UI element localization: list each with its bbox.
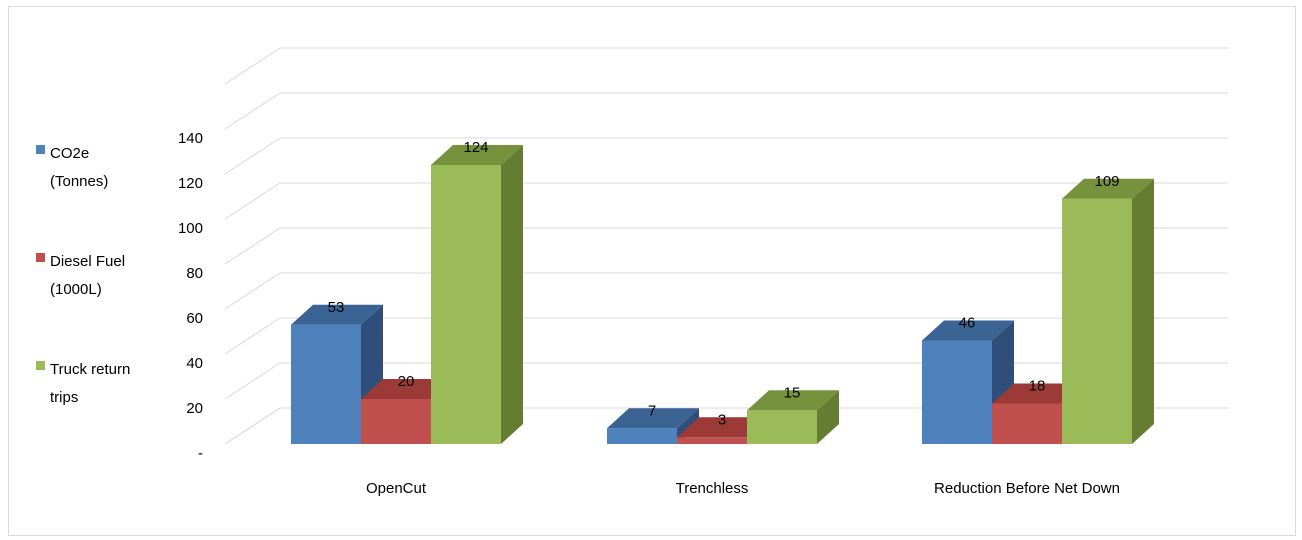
y-tick-label: - xyxy=(198,445,203,462)
bar-side-truck xyxy=(1132,178,1154,444)
gridline-side xyxy=(224,182,281,220)
data-label-co2e: 53 xyxy=(328,299,345,316)
legend-label-truck: Truck return trips xyxy=(50,361,131,406)
bar-top-diesel xyxy=(992,383,1084,404)
data-label-diesel: 3 xyxy=(718,411,726,428)
gridline-side xyxy=(224,227,281,265)
y-tick-label: 140 xyxy=(178,130,203,147)
bar-top-diesel xyxy=(361,379,453,399)
bar-truck xyxy=(431,165,501,444)
bar-truck xyxy=(1062,198,1132,444)
bar-top-truck xyxy=(747,390,839,411)
y-tick-label: 20 xyxy=(186,400,203,417)
legend-label-diesel: Diesel Fuel (1000L) xyxy=(50,253,126,298)
bar-diesel xyxy=(677,437,747,444)
y-tick-label: 80 xyxy=(186,265,203,282)
bar-diesel xyxy=(361,399,431,444)
data-label-truck: 109 xyxy=(1094,173,1119,190)
gridline-side xyxy=(224,272,281,310)
bar-truck xyxy=(747,410,817,444)
x-tick-label: Reduction Before Net Down xyxy=(934,480,1120,497)
gridline-side xyxy=(224,362,281,400)
data-label-co2e: 7 xyxy=(648,402,656,419)
legend-label-co2e: CO2e (Tonnes) xyxy=(50,145,109,190)
data-label-truck: 15 xyxy=(784,384,801,401)
y-tick-label: 120 xyxy=(178,175,203,192)
legend-item-truck: Truck return trips xyxy=(36,356,150,412)
bar-top-co2e xyxy=(922,320,1014,341)
legend-swatch-truck xyxy=(36,361,45,370)
legend-item-co2e: CO2e (Tonnes) xyxy=(36,140,150,196)
bar-side-truck xyxy=(817,390,839,444)
bar-top-co2e xyxy=(291,304,383,325)
gridline-side xyxy=(224,317,281,355)
bar-co2e xyxy=(291,324,361,444)
bar-side-truck xyxy=(501,145,523,444)
floor-edge xyxy=(224,407,281,445)
bar-top-co2e xyxy=(607,408,699,429)
y-tick-label: 40 xyxy=(186,355,203,372)
bar-top-truck xyxy=(431,145,523,165)
bar-co2e xyxy=(607,428,677,444)
data-label-diesel: 18 xyxy=(1029,378,1046,395)
bar-top-diesel xyxy=(677,417,769,438)
data-label-diesel: 20 xyxy=(398,373,415,390)
bar-top-truck xyxy=(1062,178,1154,199)
legend-swatch-co2e xyxy=(36,145,45,154)
legend-swatch-diesel xyxy=(36,253,45,262)
gridline-side xyxy=(224,92,281,130)
x-tick-label: Trenchless xyxy=(676,480,749,497)
legend-item-diesel: Diesel Fuel (1000L) xyxy=(36,248,150,304)
y-tick-label: 60 xyxy=(186,310,203,327)
y-tick-label: 100 xyxy=(178,220,203,237)
x-tick-label: OpenCut xyxy=(366,480,427,497)
bar-co2e xyxy=(922,340,992,444)
bar-diesel xyxy=(992,403,1062,444)
data-label-co2e: 46 xyxy=(959,315,976,332)
data-label-truck: 124 xyxy=(463,139,488,156)
gridline-side xyxy=(224,47,281,85)
gridline-side xyxy=(224,137,281,175)
